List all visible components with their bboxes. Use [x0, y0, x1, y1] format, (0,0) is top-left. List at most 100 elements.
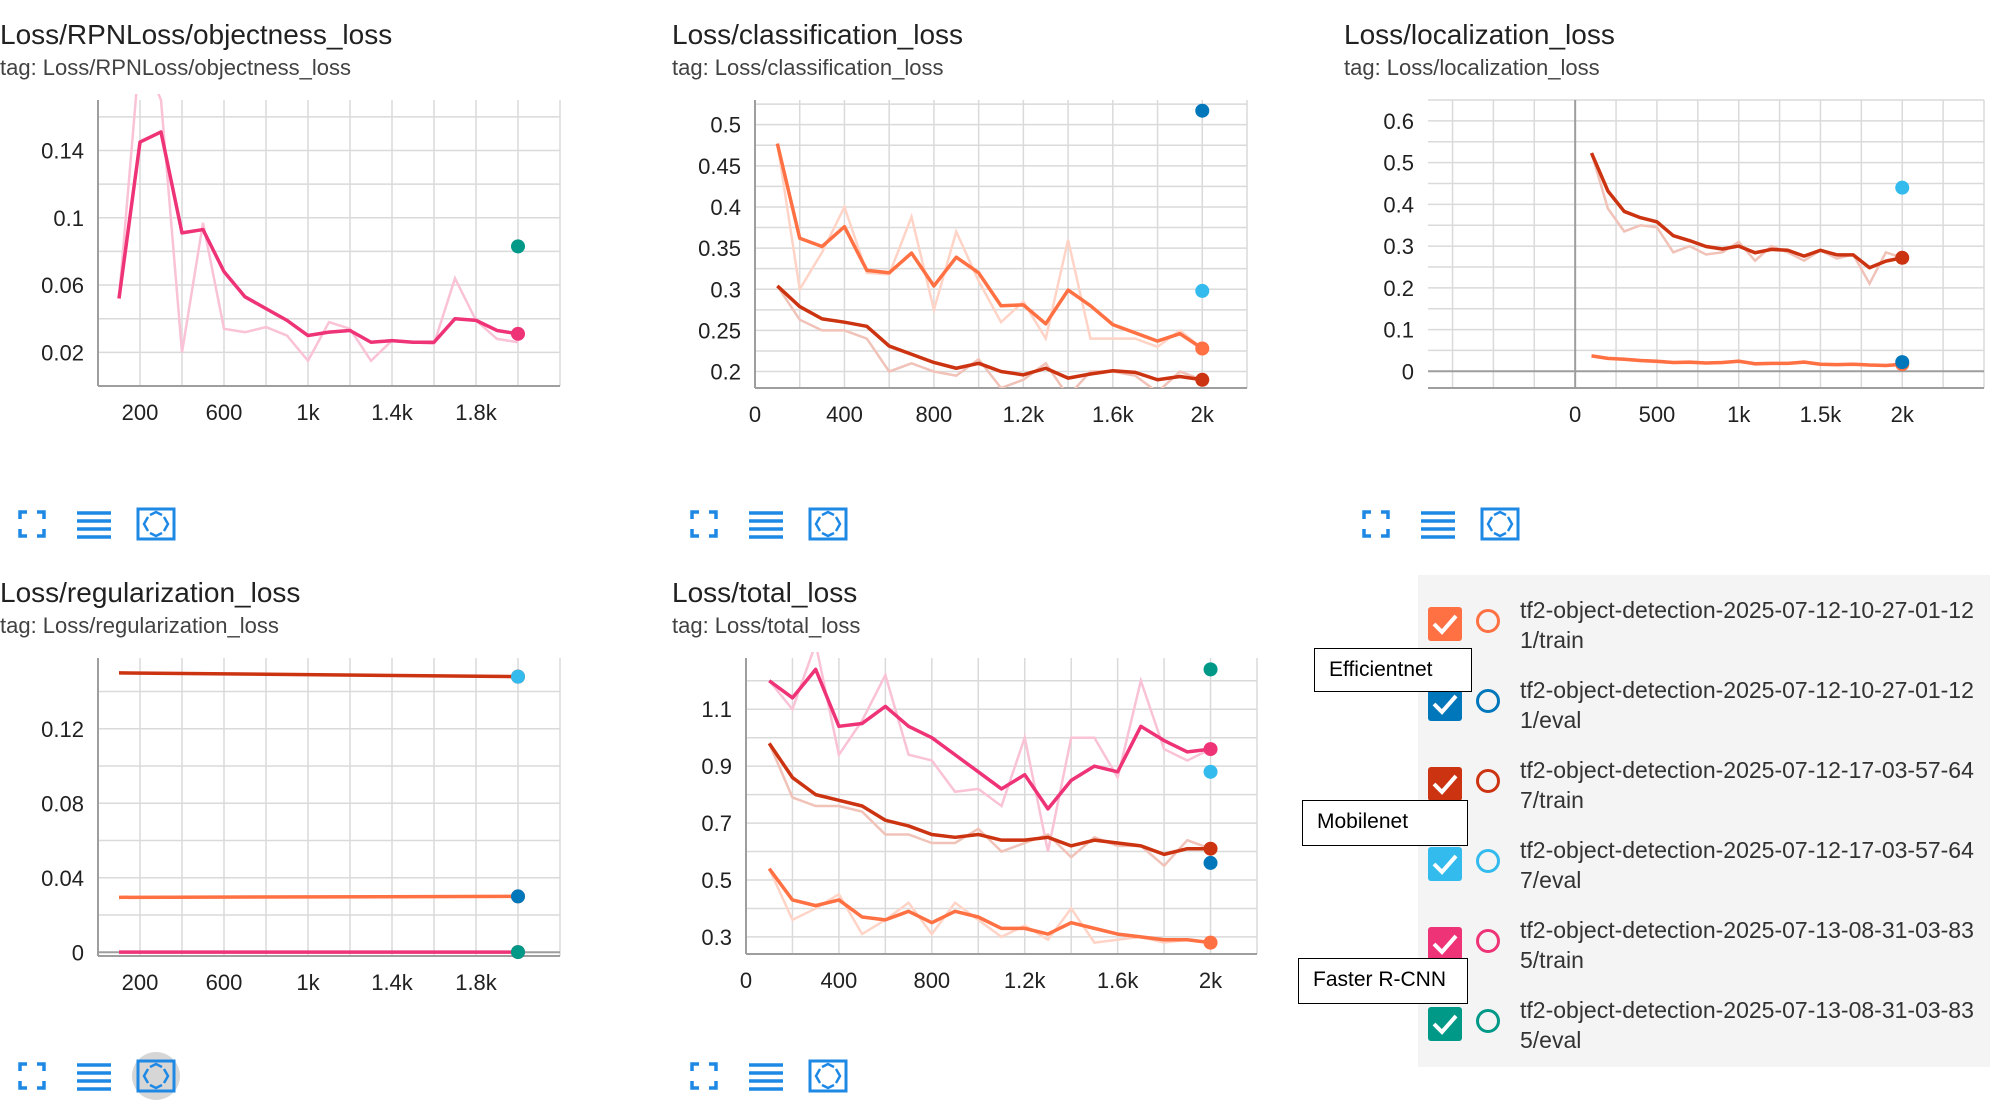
fit-domain-button[interactable] — [1476, 500, 1524, 548]
run-color-ring[interactable] — [1476, 1009, 1500, 1033]
chart-plot[interactable]: 0 400 800 1.2k 1.6k 2k 0.3 0.5 0.7 0.9 1.1 — [672, 576, 1332, 1036]
series-line — [1589, 152, 1903, 270]
x-tick-label: 0 — [740, 968, 752, 993]
fit-domain-icon — [1480, 507, 1520, 541]
chart-plot[interactable]: 200 600 1k 1.4k 1.8k 0.02 0.06 0.1 0.14 — [0, 18, 660, 488]
fullscreen-button[interactable] — [8, 500, 56, 548]
run-color-ring[interactable] — [1476, 769, 1500, 793]
series-raw-line — [776, 285, 1203, 388]
toggle-log-scale-button[interactable] — [742, 500, 790, 548]
chart-plot[interactable]: 0 400 800 1.2k 1.6k 2k 0.2 0.25 0.3 0.35 0.4 0.45 0.… — [672, 18, 1332, 488]
x-tick-label: 1.4k — [371, 400, 414, 425]
fit-domain-icon — [136, 507, 176, 541]
run-row[interactable]: tf2-object-detection-2025-07-12-10-27-01… — [1418, 593, 1990, 673]
fit-domain-button[interactable] — [804, 500, 852, 548]
fullscreen-button[interactable] — [8, 1052, 56, 1100]
y-tick-label: 0.9 — [701, 754, 732, 779]
y-tick-label: 0 — [72, 940, 84, 965]
list-icon — [749, 511, 783, 539]
series-end-point — [1895, 250, 1910, 265]
x-tick-label: 1.2k — [1004, 968, 1047, 993]
checkmark-icon — [1432, 614, 1458, 635]
x-tick-label: 600 — [206, 400, 243, 425]
series-raw-line — [768, 652, 1212, 852]
chart-plot[interactable]: 0 500 1k 1.5k 2k 0 0.1 0.2 0.3 0.4 0.5 0.6 — [1344, 18, 2000, 488]
series-end-point — [1195, 103, 1210, 118]
series-end-point — [1203, 855, 1218, 870]
run-checkbox[interactable] — [1428, 767, 1462, 801]
x-tick-label: 1k — [296, 400, 320, 425]
run-color-ring[interactable] — [1476, 609, 1500, 633]
chart-tag: tag: Loss/classification_loss — [672, 55, 944, 80]
run-checkbox[interactable] — [1428, 687, 1462, 721]
fit-domain-button[interactable] — [804, 1052, 852, 1100]
list-icon — [77, 511, 111, 539]
x-tick-label: 400 — [826, 402, 863, 427]
run-checkbox[interactable] — [1428, 1007, 1462, 1041]
run-color-ring[interactable] — [1476, 929, 1500, 953]
chart-plot[interactable]: 200 600 1k 1.4k 1.8k 0 0.04 0.08 0.12 — [0, 576, 660, 1036]
list-icon — [749, 1063, 783, 1091]
y-tick-label: 0.4 — [710, 195, 741, 220]
y-tick-label: 0.12 — [41, 717, 84, 742]
fullscreen-icon — [18, 1062, 46, 1090]
y-tick-label: 0.1 — [53, 206, 84, 231]
series-raw-line — [117, 94, 519, 363]
x-tick-label: 2k — [1199, 968, 1223, 993]
run-name: tf2-object-detection-2025-07-12-10-27-01… — [1520, 677, 1974, 733]
series-end-point — [511, 945, 525, 960]
series-line — [118, 894, 519, 900]
fullscreen-button[interactable] — [680, 500, 728, 548]
fullscreen-button[interactable] — [1352, 500, 1400, 548]
toggle-log-scale-button[interactable] — [70, 500, 118, 548]
run-row[interactable]: tf2-object-detection-2025-07-13-08-31-03… — [1418, 993, 1990, 1073]
fit-domain-icon — [808, 507, 848, 541]
series-end-point — [1203, 841, 1218, 856]
list-icon — [1421, 511, 1455, 539]
series-line — [767, 742, 1211, 857]
series-end-point — [1203, 742, 1218, 757]
y-tick-label: 0.06 — [41, 273, 84, 298]
callout-efficientnet: Efficientnet — [1314, 648, 1472, 692]
run-name: tf2-object-detection-2025-07-12-17-03-57… — [1520, 757, 1974, 813]
series-line — [775, 143, 1204, 350]
x-tick-label: 600 — [206, 970, 243, 995]
callout-faster-rcnn: Faster R-CNN — [1298, 958, 1468, 1004]
toggle-log-scale-button[interactable] — [70, 1052, 118, 1100]
y-tick-label: 0.1 — [1383, 318, 1414, 343]
series-raw-line — [776, 143, 1204, 350]
run-checkbox[interactable] — [1428, 847, 1462, 881]
fullscreen-icon — [690, 510, 718, 538]
x-tick-label: 200 — [122, 970, 159, 995]
run-name: tf2-object-detection-2025-07-12-17-03-57… — [1520, 837, 1974, 893]
checkmark-icon — [1432, 1014, 1458, 1035]
run-row[interactable]: tf2-object-detection-2025-07-13-08-31-03… — [1418, 913, 1990, 993]
x-tick-label: 2k — [1891, 402, 1915, 427]
fullscreen-button[interactable] — [680, 1052, 728, 1100]
x-tick-label: 200 — [122, 400, 159, 425]
series-line — [118, 671, 519, 679]
series-line — [776, 284, 1203, 382]
run-checkbox[interactable] — [1428, 607, 1462, 641]
run-row[interactable]: tf2-object-detection-2025-07-12-10-27-01… — [1418, 673, 1990, 753]
run-color-ring[interactable] — [1476, 689, 1500, 713]
fit-domain-button[interactable] — [132, 500, 180, 548]
y-tick-label: 0.45 — [698, 154, 741, 179]
run-color-ring[interactable] — [1476, 849, 1500, 873]
y-tick-label: 0.3 — [710, 277, 741, 302]
chart-title: Loss/classification_loss — [672, 19, 964, 50]
series-line — [117, 130, 519, 345]
y-tick-label: 0.02 — [41, 340, 84, 365]
y-tick-label: 0.2 — [710, 360, 741, 385]
run-row[interactable]: tf2-object-detection-2025-07-12-17-03-57… — [1418, 753, 1990, 833]
series-end-point — [1195, 341, 1210, 356]
chart-card-regularization: Loss/regularization_loss tag: Loss/regul… — [0, 576, 660, 1046]
chart-tag: tag: Loss/total_loss — [672, 613, 861, 638]
toggle-log-scale-button[interactable] — [742, 1052, 790, 1100]
toggle-log-scale-button[interactable] — [1414, 500, 1462, 548]
run-row[interactable]: tf2-object-detection-2025-07-12-17-03-57… — [1418, 833, 1990, 913]
fit-domain-button[interactable] — [132, 1052, 180, 1100]
run-checkbox[interactable] — [1428, 927, 1462, 961]
y-tick-label: 0.4 — [1383, 192, 1414, 217]
y-tick-label: 0.3 — [1383, 234, 1414, 259]
